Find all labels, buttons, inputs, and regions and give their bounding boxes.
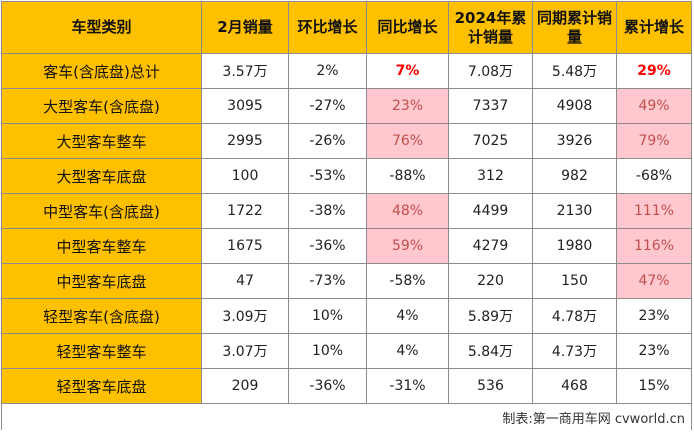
cell-cumulative-2024: 7025	[448, 123, 533, 159]
cell-cumulative-prior: 150	[532, 263, 617, 299]
cell-cumulative-prior: 4.73万	[532, 333, 617, 369]
cell-feb-sales: 1722	[201, 193, 289, 229]
header-mom-growth: 环比增长	[288, 1, 367, 54]
cell-category: 轻型客车底盘	[1, 368, 202, 404]
cell-yoy-growth: 7%	[366, 53, 449, 89]
table-row: 轻型客车整车 3.07万 10% 4% 5.84万 4.73万 23%	[1, 333, 692, 369]
cell-cumulative-2024: 4499	[448, 193, 533, 229]
header-feb-sales: 2月销量	[201, 1, 289, 54]
table-footer-row: 制表:第一商用车网 cvworld.cn	[1, 403, 692, 430]
cell-category: 轻型客车(含底盘)	[1, 298, 202, 334]
cell-yoy-growth: 76%	[366, 123, 449, 159]
source-credit: 制表:第一商用车网 cvworld.cn	[1, 403, 692, 430]
cell-category: 中型客车整车	[1, 228, 202, 264]
table-row: 中型客车(含底盘) 1722 -38% 48% 4499 2130 111%	[1, 193, 692, 229]
header-2024-cumulative: 2024年累计销量	[448, 1, 533, 54]
cell-feb-sales: 3.57万	[201, 53, 289, 89]
cell-cumulative-prior: 1980	[532, 228, 617, 264]
cell-mom-growth: 2%	[288, 53, 367, 89]
table-row: 大型客车(含底盘) 3095 -27% 23% 7337 4908 49%	[1, 88, 692, 124]
cell-yoy-growth: 48%	[366, 193, 449, 229]
cell-cumulative-growth: 111%	[616, 193, 692, 229]
cell-category: 大型客车整车	[1, 123, 202, 159]
cell-category: 中型客车(含底盘)	[1, 193, 202, 229]
cell-cumulative-prior: 468	[532, 368, 617, 404]
header-prior-cumulative: 同期累计销量	[532, 1, 617, 54]
cell-yoy-growth: -58%	[366, 263, 449, 299]
cell-cumulative-growth: 116%	[616, 228, 692, 264]
cell-cumulative-2024: 5.89万	[448, 298, 533, 334]
cell-mom-growth: -53%	[288, 158, 367, 194]
cell-yoy-growth: 59%	[366, 228, 449, 264]
header-cumulative-growth: 累计增长	[616, 1, 692, 54]
header-yoy-growth: 同比增长	[366, 1, 449, 54]
cell-yoy-growth: 4%	[366, 333, 449, 369]
cell-cumulative-2024: 7.08万	[448, 53, 533, 89]
cell-mom-growth: 10%	[288, 298, 367, 334]
cell-cumulative-growth: 47%	[616, 263, 692, 299]
cell-mom-growth: 10%	[288, 333, 367, 369]
cell-mom-growth: -38%	[288, 193, 367, 229]
bus-sales-table: 车型类别 2月销量 环比增长 同比增长 2024年累计销量 同期累计销量 累计增…	[1, 1, 692, 430]
cell-cumulative-growth: 79%	[616, 123, 692, 159]
cell-feb-sales: 1675	[201, 228, 289, 264]
table-row: 大型客车底盘 100 -53% -88% 312 982 -68%	[1, 158, 692, 194]
cell-category: 大型客车(含底盘)	[1, 88, 202, 124]
cell-feb-sales: 2995	[201, 123, 289, 159]
cell-feb-sales: 3.09万	[201, 298, 289, 334]
cell-mom-growth: -27%	[288, 88, 367, 124]
cell-mom-growth: -26%	[288, 123, 367, 159]
cell-cumulative-prior: 982	[532, 158, 617, 194]
cell-feb-sales: 100	[201, 158, 289, 194]
cell-cumulative-2024: 5.84万	[448, 333, 533, 369]
cell-cumulative-2024: 220	[448, 263, 533, 299]
cell-cumulative-growth: 49%	[616, 88, 692, 124]
cell-cumulative-growth: 23%	[616, 298, 692, 334]
cell-cumulative-2024: 7337	[448, 88, 533, 124]
table-row: 中型客车整车 1675 -36% 59% 4279 1980 116%	[1, 228, 692, 264]
cell-mom-growth: -36%	[288, 228, 367, 264]
cell-category: 大型客车底盘	[1, 158, 202, 194]
table-row: 轻型客车底盘 209 -36% -31% 536 468 15%	[1, 368, 692, 404]
cell-category: 轻型客车整车	[1, 333, 202, 369]
cell-cumulative-growth: -68%	[616, 158, 692, 194]
table-row: 大型客车整车 2995 -26% 76% 7025 3926 79%	[1, 123, 692, 159]
cell-cumulative-prior: 2130	[532, 193, 617, 229]
cell-cumulative-growth: 29%	[616, 53, 692, 89]
table-row: 客车(含底盘)总计 3.57万 2% 7% 7.08万 5.48万 29%	[1, 53, 692, 89]
table-header-row: 车型类别 2月销量 环比增长 同比增长 2024年累计销量 同期累计销量 累计增…	[1, 1, 692, 54]
cell-cumulative-prior: 4908	[532, 88, 617, 124]
cell-yoy-growth: 23%	[366, 88, 449, 124]
table-row: 轻型客车(含底盘) 3.09万 10% 4% 5.89万 4.78万 23%	[1, 298, 692, 334]
cell-mom-growth: -73%	[288, 263, 367, 299]
cell-cumulative-prior: 5.48万	[532, 53, 617, 89]
cell-yoy-growth: -88%	[366, 158, 449, 194]
table-row: 中型客车底盘 47 -73% -58% 220 150 47%	[1, 263, 692, 299]
cell-category: 中型客车底盘	[1, 263, 202, 299]
cell-cumulative-2024: 312	[448, 158, 533, 194]
cell-feb-sales: 3095	[201, 88, 289, 124]
cell-cumulative-growth: 15%	[616, 368, 692, 404]
cell-cumulative-growth: 23%	[616, 333, 692, 369]
cell-cumulative-prior: 4.78万	[532, 298, 617, 334]
cell-feb-sales: 209	[201, 368, 289, 404]
cell-yoy-growth: 4%	[366, 298, 449, 334]
cell-category: 客车(含底盘)总计	[1, 53, 202, 89]
cell-cumulative-2024: 536	[448, 368, 533, 404]
cell-mom-growth: -36%	[288, 368, 367, 404]
cell-cumulative-prior: 3926	[532, 123, 617, 159]
cell-feb-sales: 47	[201, 263, 289, 299]
cell-yoy-growth: -31%	[366, 368, 449, 404]
header-category: 车型类别	[1, 1, 202, 54]
cell-feb-sales: 3.07万	[201, 333, 289, 369]
cell-cumulative-2024: 4279	[448, 228, 533, 264]
